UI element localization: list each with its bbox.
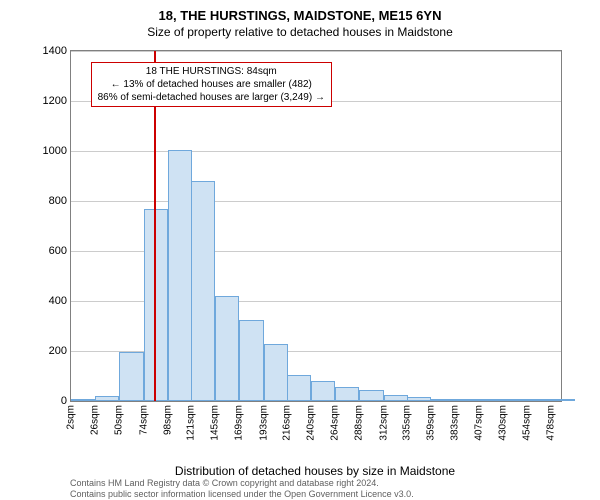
chart-subtitle: Size of property relative to detached ho… xyxy=(0,25,600,39)
x-tick-label: 264sqm xyxy=(330,401,341,441)
y-tick-label: 1000 xyxy=(27,145,71,157)
y-tick-label: 0 xyxy=(27,395,71,407)
info-box-line: 18 THE HURSTINGS: 84sqm xyxy=(98,65,325,78)
x-axis-label: Distribution of detached houses by size … xyxy=(70,464,560,478)
histogram-bar xyxy=(168,150,192,401)
histogram-bar xyxy=(191,181,215,401)
x-tick-label: 430sqm xyxy=(497,401,508,441)
x-tick-label: 74sqm xyxy=(138,401,149,435)
x-tick-label: 312sqm xyxy=(378,401,389,441)
y-gridline xyxy=(71,51,561,52)
footer-line-2: Contains public sector information licen… xyxy=(70,489,560,500)
chart-container: 18, THE HURSTINGS, MAIDSTONE, ME15 6YN S… xyxy=(0,0,600,500)
x-tick-label: 478sqm xyxy=(545,401,556,441)
x-tick-label: 169sqm xyxy=(234,401,245,441)
chart-title: 18, THE HURSTINGS, MAIDSTONE, ME15 6YN xyxy=(0,0,600,23)
histogram-bar xyxy=(239,320,263,401)
y-tick-label: 600 xyxy=(27,245,71,257)
histogram-bar xyxy=(264,344,288,402)
histogram-bar xyxy=(311,381,335,401)
histogram-bar xyxy=(144,209,168,402)
histogram-bar xyxy=(119,352,143,401)
x-tick-label: 50sqm xyxy=(114,401,125,435)
x-tick-label: 288sqm xyxy=(354,401,365,441)
x-tick-label: 121sqm xyxy=(185,401,196,441)
x-tick-label: 145sqm xyxy=(210,401,221,441)
footer-text: Contains HM Land Registry data © Crown c… xyxy=(70,478,560,500)
x-tick-label: 454sqm xyxy=(521,401,532,441)
y-tick-label: 1400 xyxy=(27,45,71,57)
footer-line-1: Contains HM Land Registry data © Crown c… xyxy=(70,478,560,489)
x-tick-label: 383sqm xyxy=(450,401,461,441)
y-tick-label: 800 xyxy=(27,195,71,207)
y-gridline xyxy=(71,151,561,152)
histogram-bar xyxy=(287,375,311,401)
x-tick-label: 26sqm xyxy=(90,401,101,435)
x-tick-label: 359sqm xyxy=(425,401,436,441)
y-gridline xyxy=(71,201,561,202)
info-box: 18 THE HURSTINGS: 84sqm← 13% of detached… xyxy=(91,62,332,107)
info-box-line: 86% of semi-detached houses are larger (… xyxy=(98,91,325,104)
x-tick-label: 216sqm xyxy=(281,401,292,441)
y-tick-label: 400 xyxy=(27,295,71,307)
histogram-bar xyxy=(335,387,359,401)
x-tick-label: 98sqm xyxy=(162,401,173,435)
x-tick-label: 193sqm xyxy=(258,401,269,441)
y-tick-label: 200 xyxy=(27,345,71,357)
histogram-bar xyxy=(215,296,239,401)
plot-area: 02004006008001000120014002sqm26sqm50sqm7… xyxy=(70,50,562,402)
x-tick-label: 335sqm xyxy=(401,401,412,441)
y-tick-label: 1200 xyxy=(27,95,71,107)
info-box-line: ← 13% of detached houses are smaller (48… xyxy=(98,78,325,91)
x-tick-label: 240sqm xyxy=(305,401,316,441)
x-tick-label: 2sqm xyxy=(66,401,77,429)
x-tick-label: 407sqm xyxy=(474,401,485,441)
histogram-bar xyxy=(359,390,383,401)
